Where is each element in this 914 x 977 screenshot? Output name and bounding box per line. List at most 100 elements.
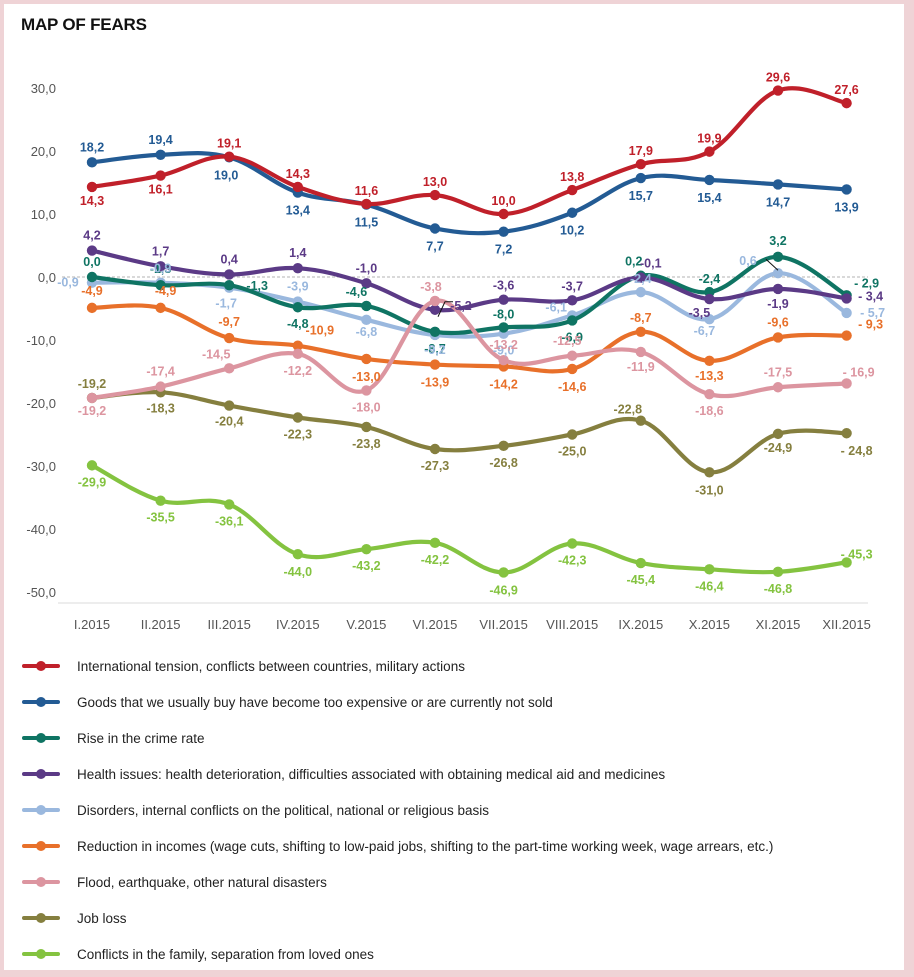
data-point (155, 170, 166, 181)
data-label: -31,0 (695, 483, 724, 497)
data-point (361, 278, 372, 289)
x-tick-label: XI.2015 (756, 617, 801, 632)
data-label: -8,7 (424, 342, 446, 356)
data-point (567, 363, 578, 375)
legend-label: Goods that we usually buy have become to… (77, 694, 553, 710)
legend-item: Health issues: health deterioration, dif… (22, 756, 882, 792)
data-point (155, 302, 166, 314)
data-label: 7,7 (426, 239, 443, 253)
data-label: -3,5 (689, 306, 711, 320)
data-point (635, 272, 646, 283)
data-label: 10,0 (491, 194, 515, 208)
legend-label: Conflicts in the family, separation from… (77, 946, 374, 962)
data-label: -25,0 (558, 445, 587, 459)
data-point (224, 499, 235, 510)
legend-line-marker-icon (22, 876, 60, 888)
legend-line-marker-icon (22, 912, 60, 924)
data-label: -1,7 (215, 297, 237, 311)
data-label: -29,9 (78, 475, 107, 489)
data-label: -8,0 (493, 307, 515, 321)
data-point (841, 557, 852, 568)
data-label: 18,2 (80, 140, 104, 154)
x-tick-label: X.2015 (689, 617, 730, 632)
legend-item: Job loss (22, 900, 882, 936)
data-label: -14,2 (489, 377, 518, 391)
data-label: -20,4 (215, 415, 244, 429)
data-point (498, 208, 509, 220)
data-label: -8,7 (630, 311, 652, 325)
data-label: -18,6 (695, 404, 724, 418)
data-point (292, 348, 303, 360)
data-point (498, 322, 509, 333)
data-label: -17,4 (146, 365, 175, 379)
data-label: -22,8 (614, 403, 643, 417)
data-point (841, 307, 852, 319)
data-label: 16,1 (148, 183, 172, 197)
legend-item: Disorders, internal conflicts on the pol… (22, 792, 882, 828)
data-point (361, 543, 372, 555)
data-point (361, 314, 372, 326)
data-point (155, 261, 166, 272)
series-0 (86, 85, 852, 220)
y-tick-label: -40,0 (26, 522, 56, 537)
data-point (429, 189, 441, 201)
data-point (361, 353, 372, 365)
data-point (429, 295, 441, 307)
data-point (635, 159, 646, 170)
data-label: -9,0 (493, 344, 515, 358)
data-label: -3,6 (493, 279, 515, 293)
data-point (86, 460, 98, 471)
legend-line-marker-icon (22, 696, 60, 708)
data-point (292, 181, 303, 193)
legend-line-marker-icon (22, 840, 60, 852)
data-label: -0,9 (57, 276, 79, 290)
data-point (155, 279, 166, 291)
data-label: -2,4 (699, 272, 721, 286)
legend-line-marker-icon (22, 804, 60, 816)
data-point (772, 428, 784, 440)
data-point (772, 283, 784, 295)
data-label: -4,9 (155, 284, 177, 298)
data-point (361, 198, 372, 210)
series-line (89, 389, 849, 475)
series-8 (86, 460, 852, 578)
data-label: -3,8 (420, 280, 442, 294)
data-point (772, 566, 784, 578)
data-label: -4,6 (346, 285, 368, 299)
data-label: -13,9 (421, 376, 450, 390)
data-point (635, 346, 646, 358)
data-label: 0,4 (221, 252, 238, 266)
data-label: -36,1 (215, 514, 244, 528)
y-tick-label: -50,0 (26, 585, 56, 600)
data-point (704, 355, 715, 366)
data-label: 0,0 (83, 255, 100, 269)
y-tick-label: -10,0 (26, 333, 56, 348)
legend-label: International tension, conflicts between… (77, 658, 465, 674)
data-point (704, 564, 715, 575)
data-label: -6,9 (561, 330, 583, 344)
data-point (772, 332, 784, 343)
data-point (567, 429, 578, 440)
x-tick-label: V.2015 (346, 617, 386, 632)
x-tick-label: III.2015 (208, 617, 251, 632)
data-label: -14,5 (202, 347, 231, 361)
data-point (361, 421, 372, 433)
data-label: -2,4 (630, 272, 652, 286)
data-label: -43,2 (352, 559, 381, 573)
data-point (155, 381, 166, 392)
legend-item: Flood, earthquake, other natural disaste… (22, 864, 882, 900)
series-line (89, 86, 849, 217)
data-label: -45,4 (627, 573, 656, 587)
data-point (704, 146, 715, 157)
legend-label: Reduction in incomes (wage cuts, shiftin… (77, 838, 774, 854)
data-label: -6,1 (545, 300, 567, 314)
data-point (361, 385, 372, 396)
data-label: 3,2 (769, 234, 786, 248)
data-label: -5,2 (450, 299, 472, 313)
data-point (361, 300, 372, 312)
data-label: 19,1 (217, 137, 241, 151)
data-point (86, 157, 98, 168)
data-point (498, 440, 509, 452)
data-label: 19,9 (697, 132, 721, 146)
